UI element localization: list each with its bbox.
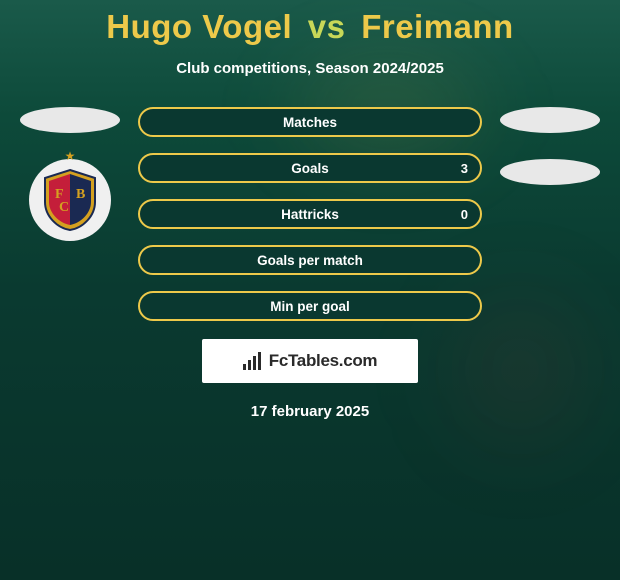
stat-label: Min per goal [270, 299, 350, 314]
player2-name: Freimann [361, 8, 514, 45]
fc-basel-shield-icon: F C B [41, 168, 99, 232]
player1-club-badge: F C B [29, 159, 111, 241]
stat-label: Hattricks [281, 207, 339, 222]
comparison-card: Hugo Vogel vs Freimann Club competitions… [0, 0, 620, 580]
stat-pill: Goals 3 [138, 153, 482, 183]
main-row: F C B Matches Goals 3 Hattricks 0 Goals per m… [0, 107, 620, 321]
stat-pill: Matches [138, 107, 482, 137]
player1-name: Hugo Vogel [106, 8, 292, 45]
stat-pill: Min per goal [138, 291, 482, 321]
player1-column: F C B [10, 107, 130, 321]
player2-column [490, 107, 610, 321]
svg-text:B: B [76, 187, 85, 202]
stat-label: Goals [291, 161, 329, 176]
svg-text:C: C [59, 200, 69, 215]
stat-label: Goals per match [257, 253, 363, 268]
logo-text: FcTables.com [269, 351, 378, 371]
stat-value-right: 0 [461, 207, 468, 222]
stat-label: Matches [283, 115, 337, 130]
vs-word: vs [308, 8, 346, 45]
stat-value-right: 3 [461, 161, 468, 176]
player2-avatar-placeholder-1 [500, 107, 600, 133]
date-label: 17 february 2025 [251, 403, 369, 420]
page-title: Hugo Vogel vs Freimann [106, 8, 513, 46]
stat-pill: Hattricks 0 [138, 199, 482, 229]
content-column: Hugo Vogel vs Freimann Club competitions… [0, 4, 620, 420]
stats-list: Matches Goals 3 Hattricks 0 Goals per match Mi… [138, 107, 482, 321]
bar-chart-icon [243, 352, 263, 370]
player2-avatar-placeholder-2 [500, 159, 600, 185]
player1-avatar-placeholder [20, 107, 120, 133]
stat-pill: Goals per match [138, 245, 482, 275]
subtitle: Club competitions, Season 2024/2025 [176, 60, 444, 77]
fctables-logo[interactable]: FcTables.com [202, 339, 418, 383]
